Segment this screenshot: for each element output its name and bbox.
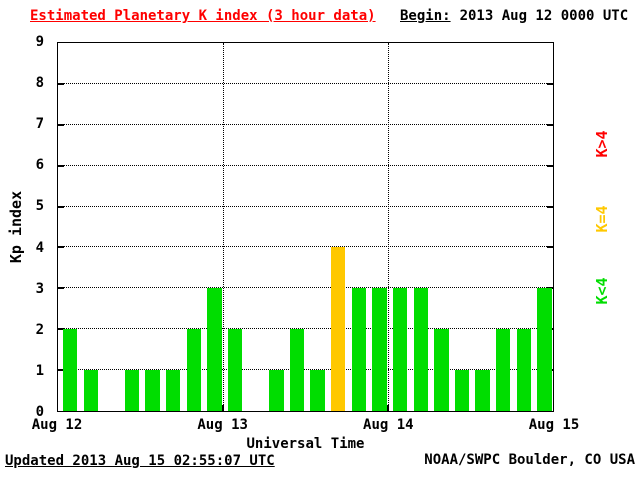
h-gridline [58, 328, 553, 330]
y-tick-mark [547, 82, 553, 85]
y-tick-mark [58, 82, 64, 85]
y-tick-label: 8 [35, 75, 44, 92]
kp-bar [83, 370, 98, 411]
h-gridline [58, 246, 553, 248]
y-tick-label: 5 [35, 198, 44, 215]
legend-k-gt-4: K>4 [593, 130, 611, 158]
legend-k-eq-4: K=4 [593, 205, 611, 233]
y-tick-label: 0 [35, 404, 44, 420]
x-tick-label: Aug 14 [363, 417, 414, 433]
y-tick-mark [58, 328, 64, 331]
y-tick-mark [58, 123, 64, 126]
h-gridline [58, 369, 553, 371]
h-gridline [58, 164, 553, 166]
x-axis-tick-labels: Aug 12 Aug 13 Aug 14 Aug 15 [32, 417, 580, 433]
begin-label: Begin: [400, 8, 451, 24]
kp-bar [289, 329, 305, 411]
y-axis-tick-labels: 0 1 2 3 4 5 6 7 8 9 [0, 34, 50, 420]
kp-bar [145, 370, 160, 411]
plot-area [57, 42, 554, 412]
credit-text: NOAA/SWPC Boulder, CO USA [424, 452, 635, 468]
kp-bar [351, 288, 367, 411]
kp-bar [537, 288, 552, 411]
kp-bar [413, 288, 428, 411]
y-tick-mark [58, 246, 64, 249]
v-gridline-day-boundary [388, 43, 389, 411]
y-tick-mark [547, 246, 553, 249]
y-tick-label: 1 [35, 362, 44, 379]
kp-bar [434, 329, 449, 411]
y-tick-label: 9 [35, 34, 44, 50]
begin-value: 2013 Aug 12 0000 UTC [459, 8, 629, 24]
y-tick-label: 4 [35, 239, 44, 256]
x-tick-label: Aug 15 [528, 417, 580, 433]
kp-bar [227, 329, 243, 411]
x-tick-label: Aug 13 [197, 417, 248, 433]
updated-timestamp: Updated 2013 Aug 15 02:55:07 UTC [5, 453, 275, 469]
kp-bar [392, 288, 408, 411]
kp-bar [516, 329, 532, 411]
y-tick-label: 7 [35, 116, 44, 133]
kp-bar [269, 370, 284, 411]
chart-title: Estimated Planetary K index (3 hour data… [30, 8, 376, 24]
y-tick-mark [58, 164, 64, 167]
kp-bar [124, 370, 140, 411]
legend-k-lt-4: K<4 [593, 277, 611, 305]
x-tick-label: Aug 12 [31, 417, 83, 433]
y-tick-label: 3 [35, 280, 44, 297]
kp-bar [496, 329, 511, 411]
y-tick-mark [547, 205, 553, 208]
x-tick-mark [386, 405, 389, 411]
kp-bar [331, 247, 346, 411]
v-gridline-day-boundary [223, 43, 224, 411]
y-tick-label: 6 [35, 157, 44, 174]
kp-bar [62, 329, 78, 411]
h-gridline [58, 205, 553, 207]
y-tick-label: 2 [35, 321, 44, 338]
y-tick-mark [58, 287, 64, 290]
h-gridline [58, 82, 553, 84]
x-axis-title: Universal Time [246, 436, 365, 452]
y-tick-mark [58, 369, 64, 372]
x-tick-mark [221, 405, 224, 411]
y-tick-mark [58, 205, 64, 208]
kp-bar [454, 370, 470, 411]
kp-bar [475, 370, 490, 411]
kp-bar [166, 370, 181, 411]
kp-bar [207, 288, 222, 411]
y-tick-mark [547, 164, 553, 167]
kp-bar [186, 329, 202, 411]
legend: K>4 K=4 K<4 [586, 42, 618, 412]
begin-annotation: Begin: 2013 Aug 12 0000 UTC [400, 8, 628, 24]
y-tick-mark [547, 123, 553, 126]
h-gridline [58, 123, 553, 125]
h-gridline [58, 287, 553, 289]
kp-bar [310, 370, 325, 411]
kp-bar [372, 288, 387, 411]
